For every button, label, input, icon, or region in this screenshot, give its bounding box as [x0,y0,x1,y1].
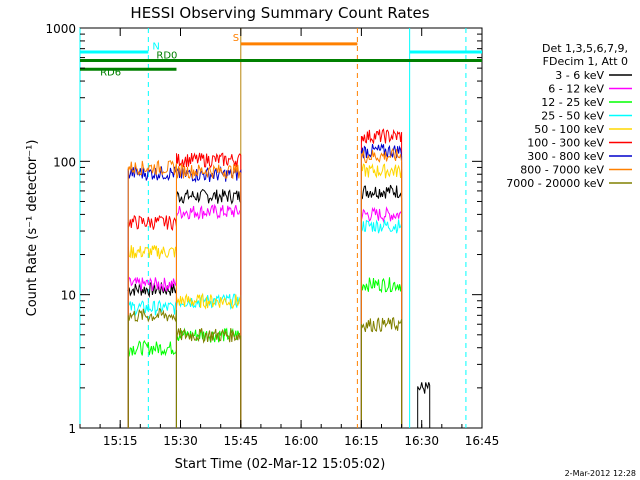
series-line-4-1 [175,292,242,428]
legend-entry-1: 6 - 12 keV [548,83,604,96]
legend-entry-8: 7000 - 20000 keV [506,177,604,190]
y-tick-label-3: 1000 [45,22,76,36]
series-line-4-2 [360,163,403,428]
flag-label-rd6: RD6 [100,68,121,79]
series-line-1-1 [175,203,242,428]
legend-entry-3: 25 - 50 keV [541,110,604,123]
legend-entry-7: 800 - 7000 keV [520,164,604,177]
series-line-0-1 [175,188,242,428]
axes: 15:15 15:30 15:45 16:00 16:15 16:30 16:45 1 10 10… [45,22,499,448]
series-line-8-0 [127,307,177,429]
series-line-6-0 [127,164,177,429]
footer-timestamp: 2-Mar-2012 12:28 [565,469,636,478]
series-line-5-1 [175,152,242,428]
legend-entry-5: 100 - 300 keV [527,137,604,150]
flag-label-s: S [233,33,239,44]
series-line-0-2 [360,184,403,428]
series-line-8-1 [175,328,242,428]
series-line-6-1 [175,166,242,428]
series-line-5-2 [360,128,403,428]
legend-entry-0: 3 - 6 keV [555,69,604,82]
plot-frame [79,27,483,429]
x-tick-label-1: 15:30 [163,434,198,448]
x-tick-label-5: 16:30 [404,434,439,448]
series-line-5-0 [127,214,178,429]
x-tick-label-6: 16:45 [465,434,500,448]
series-line-7-0 [127,159,177,429]
chart-title: HESSI Observing Summary Count Rates [130,4,429,22]
series-line-2-0 [127,339,177,429]
legend-entry-4: 50 - 100 keV [534,123,604,136]
y-axis-label: Count Rate (s⁻¹ detector⁻¹) [25,140,40,317]
series-line-2-1 [175,327,242,428]
flag-label-rd0: RD0 [156,51,177,62]
series-line-2-2 [360,277,403,428]
series-line-4-0 [127,245,178,429]
x-tick-label-2: 15:45 [224,434,259,448]
legend-header-1: FDecim 1, Att 0 [543,55,628,68]
x-tick-label-3: 16:00 [284,434,319,448]
series-line-3-2 [360,219,403,428]
legend-entry-2: 12 - 25 keV [541,96,604,109]
series-line-6-2 [360,142,403,428]
legend: Det 1,3,5,6,7,9,FDecim 1, Att 03 - 6 keV… [506,42,632,190]
series-line-1-0 [127,276,177,429]
series-line-0-3 [417,382,431,429]
series-line-3-0 [127,299,177,429]
y-tick-label-1: 10 [61,289,76,303]
plot-area: N S RD0 RD6 [79,28,482,429]
flag-label-n: N [152,41,159,52]
series-line-7-1 [175,162,242,428]
y-tick-label-2: 100 [53,155,76,169]
x-tick-label-0: 15:15 [103,434,138,448]
series-line-1-2 [360,206,403,428]
y-tick-label-0: 1 [68,422,76,436]
legend-header-0: Det 1,3,5,6,7,9, [542,42,628,55]
series-line-7-2 [360,147,403,428]
series-line-3-1 [175,293,242,428]
series-line-8-2 [360,317,403,428]
x-axis-label: Start Time (02-Mar-12 15:05:02) [175,457,386,472]
legend-entry-6: 300 - 800 keV [527,150,604,163]
x-tick-label-4: 16:15 [344,434,379,448]
